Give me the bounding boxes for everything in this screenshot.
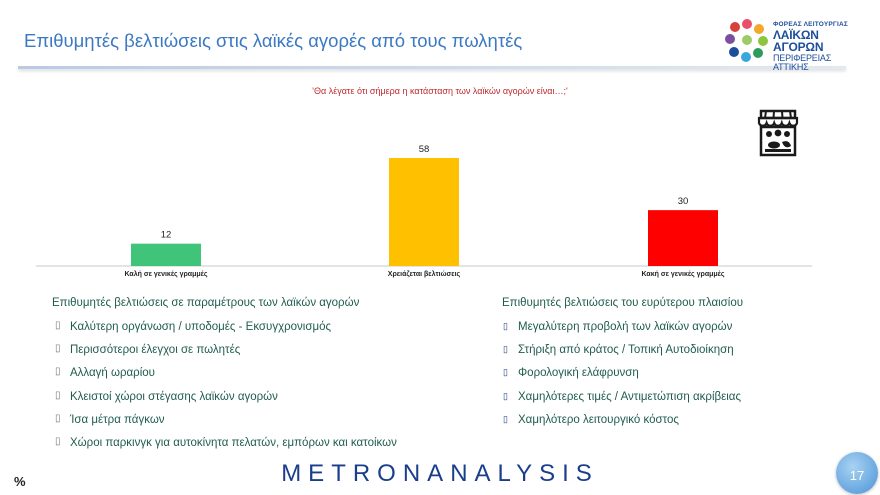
page-number: 17 [849, 468, 865, 483]
square-bullet-icon: ▯ [55, 435, 61, 447]
square-bullet-icon: ▯ [503, 367, 508, 378]
bar [131, 243, 201, 266]
survey-question: 'Θα λέγατε ότι σήμερα η κατάσταση των λα… [312, 86, 568, 96]
square-bullet-icon: ▯ [503, 321, 508, 331]
logo-wordmark: ΦΟΡΕΑΣ ΛΕΙΤΟΥΡΓΙΑΣ ΛΑΪΚΩΝ ΑΓΟΡΩΝ ΠΕΡΙΦΕΡ… [773, 21, 850, 73]
square-bullet-icon: ▯ [55, 389, 61, 401]
square-bullet-icon: ▯ [55, 412, 61, 424]
square-bullet-icon: ▯ [503, 390, 508, 401]
category-label: Χρειάζεται βελτιώσεις [388, 270, 461, 278]
square-bullet-icon: ▯ [503, 344, 508, 355]
percent-unit-label: % [14, 474, 26, 489]
produce-wreath-icon [725, 19, 768, 62]
category-label: Κακή σε γενικές γραμμές [642, 271, 725, 278]
right-column-heading: Επιθυμητές βελτιώσεις του ευρύτερου πλαι… [502, 297, 744, 309]
square-bullet-icon: ▯ [55, 366, 61, 378]
title-divider [18, 66, 846, 69]
page-number-badge: 17 [836, 452, 878, 494]
square-bullet-icon: ▯ [55, 343, 61, 355]
page-title: Επιθυμητές βελτιώσεις στις λαϊκές αγορές… [24, 30, 523, 51]
market-authority-logo: ΦΟΡΕΑΣ ΛΕΙΤΟΥΡΓΙΑΣ ΛΑΪΚΩΝ ΑΓΟΡΩΝ ΠΕΡΙΦΕΡ… [725, 16, 850, 72]
bar [648, 210, 718, 266]
data-label: 58 [419, 144, 430, 155]
category-label: Καλή σε γενικές γραμμές [125, 270, 208, 278]
data-label: 30 [678, 196, 689, 207]
bar-chart: 12 Καλή σε γενικές γραμμές 58 Χρειάζεται βε… [36, 144, 812, 278]
logo-line-3: ΠΕΡΙΦΕΡΕΙΑΣ ΑΤΤΙΚΗΣ [773, 53, 832, 73]
brand-wordmark: METRONANALYSIS [281, 460, 599, 487]
square-bullet-icon: ▯ [503, 413, 508, 424]
logo-line-2: ΛΑΪΚΩΝ ΑΓΟΡΩΝ [773, 27, 824, 55]
logo-line-1: ΦΟΡΕΑΣ ΛΕΙΤΟΥΡΓΙΑΣ [773, 21, 849, 28]
bar [389, 158, 459, 266]
data-label: 12 [161, 230, 172, 241]
market-stall-icon [757, 109, 799, 157]
left-column-heading: Επιθυμητές βελτιώσεις σε παραμέτρους των… [52, 297, 360, 309]
square-bullet-icon: ▯ [55, 320, 61, 331]
